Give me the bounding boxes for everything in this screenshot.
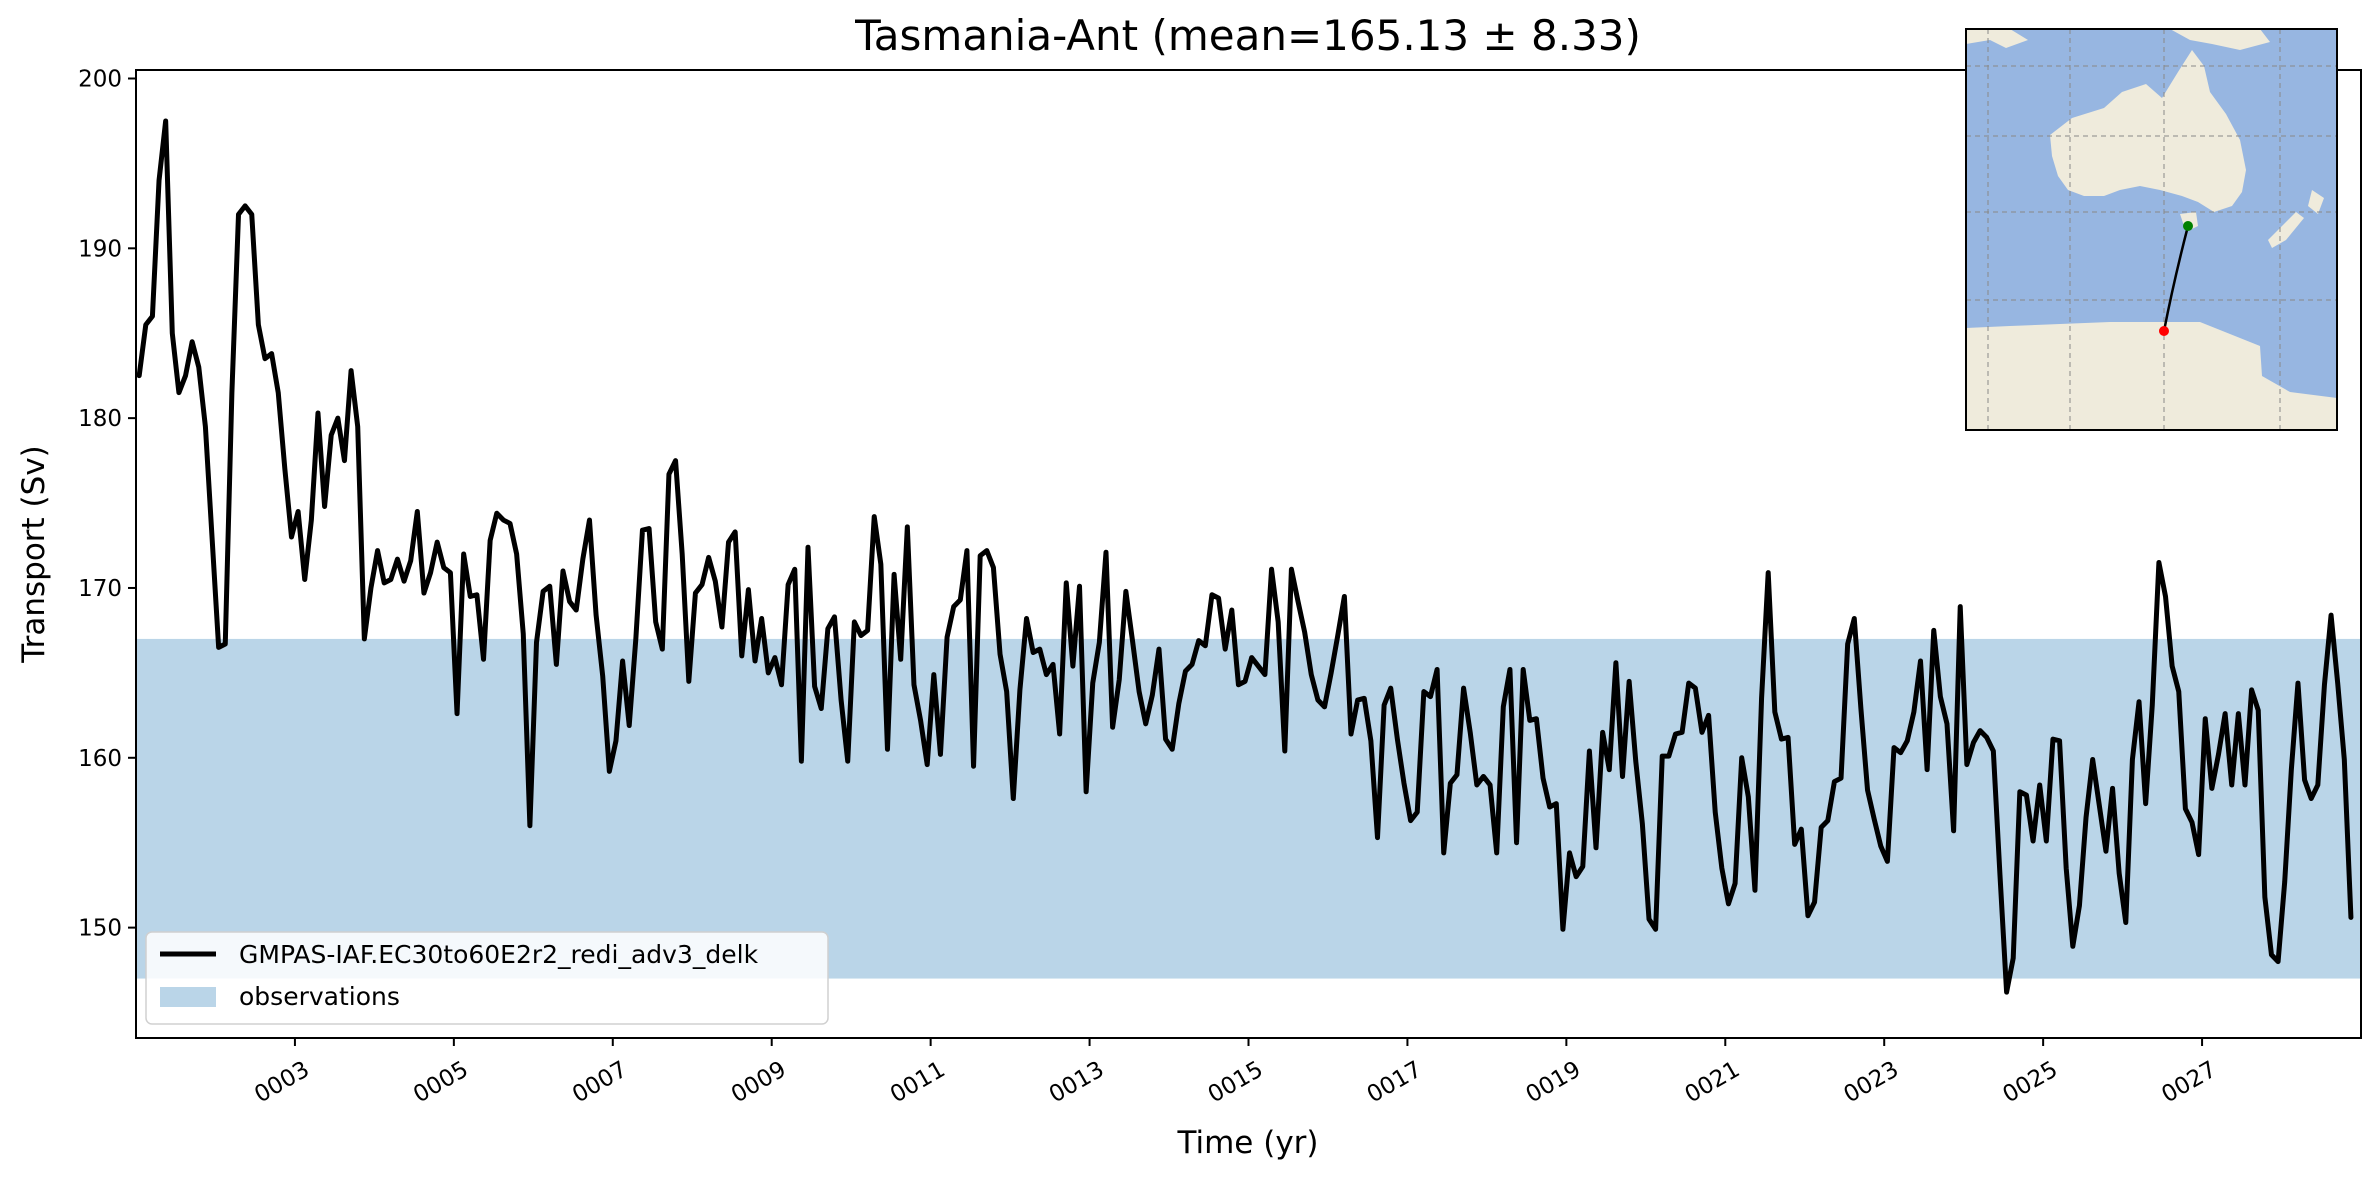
map-frame [1965, 28, 2338, 431]
map-gridlines [1966, 29, 2337, 430]
y-tick-label: 150 [78, 916, 122, 942]
legend-box [145, 931, 829, 1025]
legend: GMPAS-IAF.EC30to60E2r2_redi_adv3_delk ob… [145, 931, 829, 1025]
y-axis-title: Transport (Sv) [16, 445, 52, 664]
y-tick-label: 170 [78, 576, 122, 602]
x-axis-title: Time (yr) [1177, 1125, 1319, 1161]
x-tick-label: 0021 [1681, 1057, 1745, 1109]
x-tick-label: 0011 [886, 1057, 950, 1109]
x-tick-label: 0005 [409, 1057, 473, 1109]
x-tick-label: 0023 [1840, 1057, 1904, 1109]
x-tick-label: 0007 [568, 1057, 632, 1109]
map-start-point [2183, 221, 2193, 231]
map-transect-line [2162, 225, 2190, 332]
map-antarctica [1966, 322, 2337, 430]
x-tick-label: 0009 [727, 1057, 791, 1109]
x-tick-label: 0017 [1363, 1057, 1427, 1109]
inset-map [1965, 28, 2338, 431]
x-tick-label: 0019 [1522, 1057, 1586, 1109]
observations-band [136, 638, 2361, 979]
series-line-0 [136, 118, 2354, 995]
x-tick-label: 0013 [1045, 1057, 1109, 1109]
chart-title: Tasmania-Ant (mean=165.13 ± 8.33) [854, 11, 1641, 60]
x-tick-label: 0003 [250, 1057, 314, 1109]
map-new-guinea [2170, 29, 2270, 50]
legend-label-observations: observations [239, 982, 400, 1011]
legend-observations-swatch [160, 987, 216, 1007]
x-tick-label: 0027 [2157, 1057, 2221, 1109]
map-new-zealand-north [2308, 190, 2324, 214]
x-tick-label: 0025 [1998, 1057, 2062, 1109]
map-end-point [2159, 326, 2169, 336]
map-new-zealand-south [2268, 212, 2304, 248]
y-tick-label: 160 [78, 746, 122, 772]
map-australia [2050, 50, 2246, 212]
y-tick-label: 180 [78, 406, 122, 432]
map-islands-northwest [1966, 29, 2028, 48]
legend-label-model: GMPAS-IAF.EC30to60E2r2_redi_adv3_delk [239, 940, 759, 969]
y-tick-label: 190 [78, 236, 122, 262]
y-tick-label: 200 [78, 66, 122, 92]
x-tick-label: 0015 [1204, 1057, 1268, 1109]
